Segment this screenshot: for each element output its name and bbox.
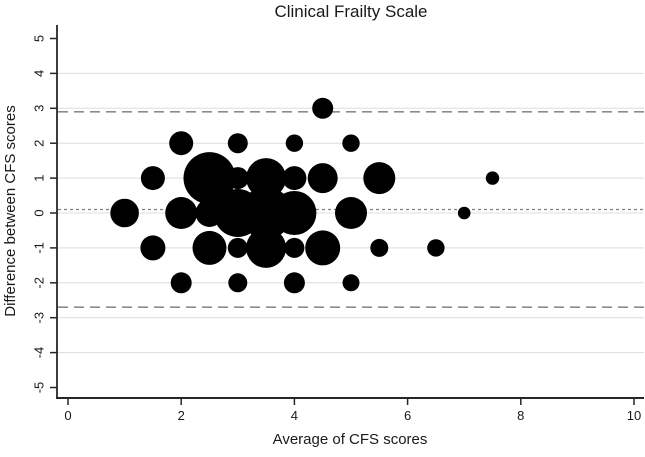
data-bubble [169,131,194,156]
bubble-layer [110,97,500,294]
data-bubble [110,198,139,228]
data-bubble [140,235,166,261]
y-tick-label: 1 [31,174,46,181]
data-bubble [272,191,317,235]
x-tick-label: 10 [627,408,641,423]
x-tick-label: 4 [291,408,298,423]
data-bubble [165,197,198,229]
data-bubble [246,227,287,268]
data-bubble [370,238,389,257]
data-bubble [283,272,305,294]
data-bubble [342,274,360,292]
y-tick-label: -2 [31,277,46,289]
data-bubble [183,152,236,205]
chart-title: Clinical Frailty Scale [274,2,427,21]
data-bubble [457,206,471,220]
data-bubble [307,163,338,194]
y-tick-label: -5 [31,382,46,394]
y-tick-label: -4 [31,347,46,359]
data-bubble [227,133,248,154]
y-tick-label: -3 [31,312,46,324]
data-bubble [228,273,248,293]
y-tick-label: 4 [31,70,46,77]
y-axis-label: Difference between CFS scores [2,105,19,317]
data-bubble [284,237,305,258]
data-bubble [427,239,445,257]
data-bubble [363,162,396,195]
x-axis-label: Average of CFS scores [273,431,428,448]
reference-line-layer [58,110,644,309]
data-bubble [192,230,227,265]
data-bubble [335,197,367,229]
data-bubble [170,272,192,294]
data-bubble [227,237,248,258]
y-tick-label: -1 [31,242,46,254]
x-tick-label: 2 [178,408,185,423]
data-bubble [140,166,165,191]
data-bubble [285,134,304,152]
axis-layer [56,25,644,399]
y-tick-label: 3 [31,105,46,112]
data-bubble [342,134,360,152]
data-bubble [305,230,341,266]
data-bubble [246,158,287,199]
x-tick-label: 8 [517,408,524,423]
data-bubble [226,167,249,190]
data-bubble [282,166,307,191]
data-bubble [312,97,334,119]
data-bubble [485,171,500,185]
y-tick-label: 0 [31,209,46,216]
y-tick-label: 2 [31,140,46,147]
y-tick-label: 5 [31,35,46,42]
x-tick-label: 0 [64,408,71,423]
x-tick-label: 6 [404,408,411,423]
